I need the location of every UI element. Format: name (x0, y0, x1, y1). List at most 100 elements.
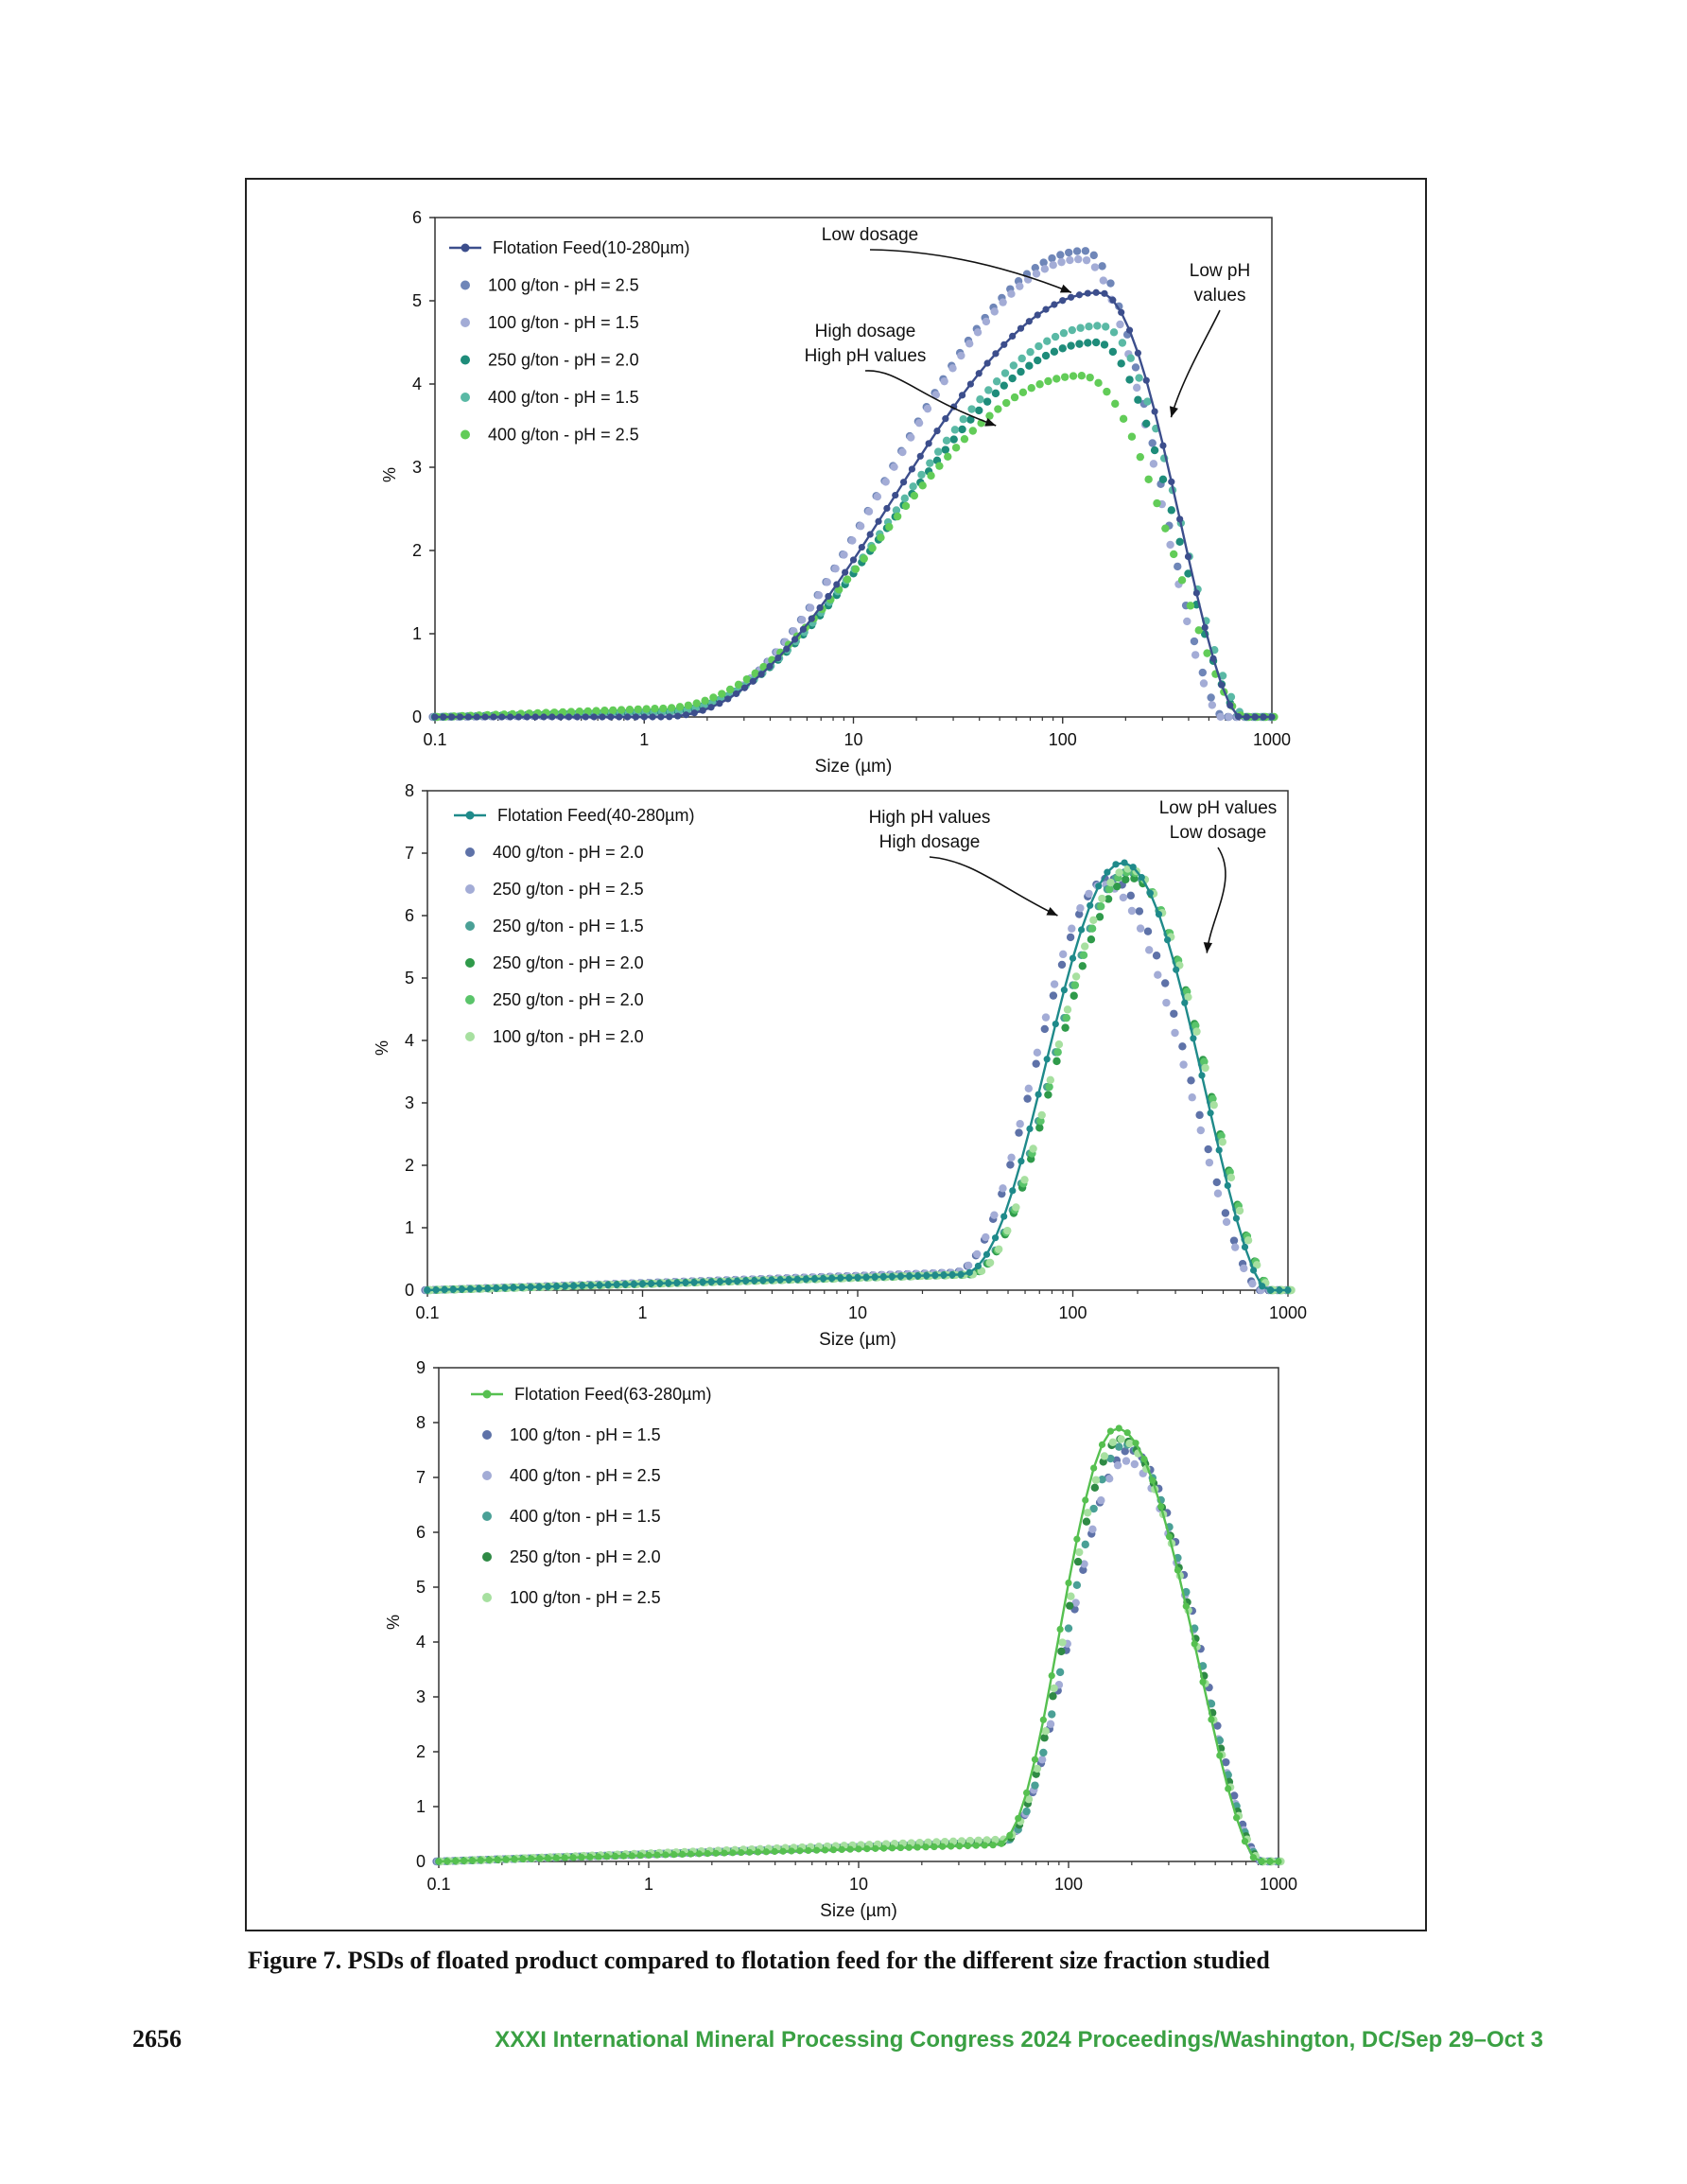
data-point (1072, 1581, 1082, 1590)
data-point (1131, 363, 1140, 372)
feed-point (595, 1853, 602, 1861)
feed-point (757, 671, 765, 678)
feed-point (783, 645, 791, 653)
feed-point (596, 1282, 603, 1289)
data-point (951, 444, 961, 452)
data-point (964, 1261, 973, 1270)
data-point (1184, 569, 1192, 578)
data-point (843, 575, 852, 584)
feed-point (579, 1282, 586, 1289)
data-point (642, 705, 651, 713)
y-tick-label: 6 (405, 906, 414, 925)
feed-point (1112, 861, 1120, 868)
feed-point (1056, 1625, 1064, 1634)
feed-point (1015, 1814, 1022, 1823)
data-point (1208, 701, 1217, 709)
feed-point (821, 1846, 829, 1854)
series-3 (434, 1441, 1283, 1866)
feed-point (527, 1284, 534, 1291)
data-point (1148, 439, 1157, 447)
feed-point (1250, 1267, 1258, 1274)
data-point (1194, 626, 1203, 635)
data-point (901, 501, 911, 511)
data-point (1076, 323, 1085, 332)
data-point (1039, 258, 1048, 267)
feed-point (1233, 1814, 1241, 1822)
feed-point (1275, 1858, 1282, 1865)
feed-point (481, 713, 489, 721)
data-point (1079, 1565, 1087, 1574)
data-point (999, 1184, 1007, 1193)
data-point (1106, 1454, 1115, 1463)
data-point (1086, 373, 1094, 382)
data-point (1091, 338, 1101, 347)
figure-caption: Figure 7. PSDs of floated product compar… (248, 1947, 1270, 1974)
data-point (1046, 1720, 1055, 1728)
feed-point (1184, 552, 1192, 561)
data-point (1065, 248, 1073, 257)
feed-point (1140, 1456, 1148, 1463)
feed-point (745, 1848, 754, 1856)
feed-point (940, 1271, 948, 1279)
data-point (1204, 1144, 1212, 1154)
feed-point (695, 1850, 703, 1858)
feed-point (544, 1854, 552, 1862)
data-point (1207, 693, 1215, 702)
y-tick-label: 2 (405, 1156, 414, 1175)
data-point (1170, 550, 1178, 559)
feed-point (621, 1281, 629, 1288)
data-point (999, 298, 1007, 306)
data-point (840, 550, 848, 559)
data-point (659, 704, 668, 713)
x-tick-label: 100 (1054, 1875, 1083, 1894)
feed-point (965, 1268, 973, 1276)
data-point (1057, 257, 1066, 267)
data-point (966, 415, 975, 424)
feed-point (1078, 926, 1086, 934)
feed-point (682, 711, 690, 719)
data-point (1130, 1459, 1139, 1469)
data-point (1070, 981, 1080, 989)
feed-point (561, 1854, 568, 1861)
feed-point (424, 1286, 431, 1294)
x-tick-label: 0.1 (426, 1875, 450, 1894)
data-point (1127, 906, 1137, 916)
data-point (1126, 354, 1135, 362)
chart-panel-1: 0 1 2 3 4 5 6 0.1 1 10 100 1000 Size (µm)% Flotation … (380, 208, 1291, 777)
data-point (991, 389, 1000, 398)
feed-point (989, 1842, 997, 1849)
feed-point (975, 370, 983, 377)
data-point (1196, 1126, 1206, 1135)
feed-point (1258, 1858, 1265, 1865)
data-point (1025, 361, 1034, 370)
y-tick-label: 5 (405, 969, 414, 987)
feed-point (476, 1284, 483, 1293)
data-point (1158, 475, 1168, 484)
legend-marker (465, 884, 475, 894)
feed-point (793, 1275, 801, 1284)
data-point (892, 506, 901, 515)
feed-point (974, 1262, 982, 1270)
data-point (725, 685, 735, 694)
data-point (1209, 1101, 1218, 1109)
data-point (1235, 1206, 1244, 1215)
data-point (1216, 712, 1225, 721)
data-point (1046, 1075, 1055, 1085)
feed-point (519, 1855, 527, 1862)
data-point (1094, 378, 1103, 388)
legend-marker (461, 318, 470, 327)
data-point (1085, 322, 1093, 331)
feed-point (548, 713, 556, 721)
data-point (1171, 1028, 1179, 1038)
data-point (1066, 933, 1075, 942)
data-point (917, 470, 926, 480)
data-point (1032, 270, 1041, 278)
feed-point (908, 465, 916, 473)
data-point (994, 405, 1002, 413)
data-point (1142, 419, 1151, 428)
feed-point (1201, 623, 1209, 631)
data-point (1143, 927, 1153, 935)
data-point (1188, 1093, 1196, 1102)
data-point (1225, 712, 1233, 722)
